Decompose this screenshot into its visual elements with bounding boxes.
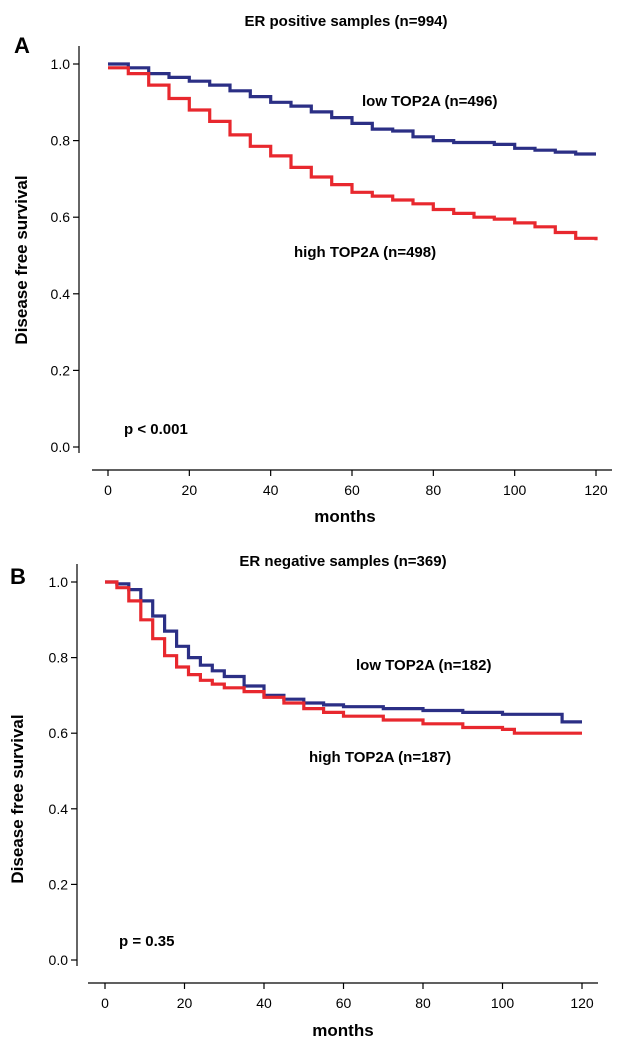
x-tick-label: 20 <box>177 995 193 1011</box>
y-tick-label: 0.4 <box>51 286 71 302</box>
y-tick-label: 0.2 <box>51 362 71 378</box>
high-top2a-curve <box>105 580 582 735</box>
y-tick-label: 0.2 <box>49 876 69 892</box>
y-tick-label: 0.0 <box>51 439 71 455</box>
x-axis-label-b: months <box>312 1021 373 1040</box>
x-tick-label: 40 <box>256 995 272 1011</box>
y-tick-label: 0.4 <box>49 801 69 817</box>
panel-letter-b: B <box>10 564 26 589</box>
x-tick-label: 0 <box>104 482 112 498</box>
chart-title-a: ER positive samples (n=994) <box>245 13 448 30</box>
x-axis-label-a: months <box>314 507 375 526</box>
high-top2a-curve <box>108 66 598 241</box>
chart-title-b: ER negative samples (n=369) <box>239 553 446 570</box>
series-label-low-a: low TOP2A (n=496) <box>362 93 497 110</box>
y-tick-label: 1.0 <box>51 56 71 72</box>
low-top2a-curve <box>108 62 596 156</box>
x-tick-label: 120 <box>570 995 594 1011</box>
x-tick-label: 40 <box>263 482 279 498</box>
x-tick-label: 100 <box>491 995 515 1011</box>
y-tick-label: 1.0 <box>49 574 69 590</box>
series-label-high-a: high TOP2A (n=498) <box>294 244 436 261</box>
y-tick-label: 0.6 <box>51 209 71 225</box>
y-tick-label: 0.8 <box>49 650 69 666</box>
panel-b: B ER negative samples (n=369) Disease fr… <box>8 553 598 1040</box>
panel-letter-a: A <box>14 33 30 58</box>
y-tick-label: 0.0 <box>49 952 69 968</box>
series-label-high-b: high TOP2A (n=187) <box>309 749 451 766</box>
x-tick-label: 100 <box>503 482 527 498</box>
x-tick-label: 60 <box>344 482 360 498</box>
y-tick-label: 0.6 <box>49 725 69 741</box>
y-tick-label: 0.8 <box>51 133 71 149</box>
x-tick-label: 80 <box>426 482 442 498</box>
x-tick-label: 80 <box>415 995 431 1011</box>
x-tick-label: 20 <box>182 482 198 498</box>
x-tick-label: 60 <box>336 995 352 1011</box>
low-top2a-curve <box>105 580 582 724</box>
x-tick-label: 120 <box>584 482 608 498</box>
y-axis-label-a: Disease free survival <box>12 175 31 344</box>
p-value-a: p < 0.001 <box>124 421 188 438</box>
x-tick-label: 0 <box>101 995 109 1011</box>
panel-a: A ER positive samples (n=994) Disease fr… <box>12 13 612 526</box>
series-label-low-b: low TOP2A (n=182) <box>356 657 491 674</box>
y-axis-label-b: Disease free survival <box>8 714 27 883</box>
p-value-b: p = 0.35 <box>119 933 174 950</box>
